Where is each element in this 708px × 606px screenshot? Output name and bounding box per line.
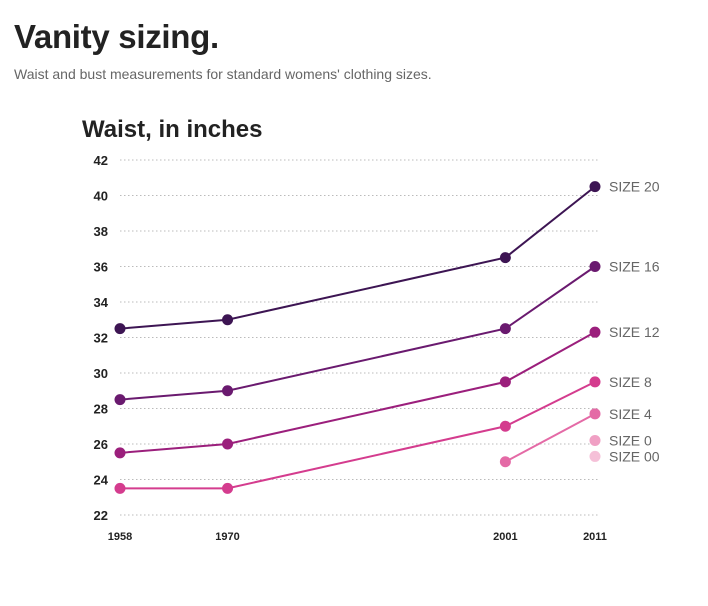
- page-subtitle: Waist and bust measurements for standard…: [14, 66, 432, 82]
- series-size-8: [114, 376, 601, 494]
- data-point: [114, 482, 126, 494]
- series-label: SIZE 20: [609, 179, 660, 195]
- y-tick-label: 40: [94, 189, 108, 204]
- data-point: [114, 323, 126, 335]
- series-line: [120, 380, 596, 490]
- y-tick-label: 22: [94, 508, 108, 523]
- grid: [120, 159, 598, 516]
- series-size-20: [114, 181, 601, 335]
- data-point: [222, 314, 234, 326]
- series-size-12: [114, 326, 601, 459]
- y-tick-label: 42: [94, 153, 108, 168]
- y-tick-label: 38: [94, 224, 108, 239]
- data-point: [589, 261, 601, 272]
- y-tick-label: 30: [94, 366, 108, 381]
- series-line: [504, 412, 596, 463]
- series-label: SIZE 4: [609, 406, 652, 422]
- y-tick-label: 24: [94, 473, 109, 488]
- series-size-4: [499, 408, 601, 468]
- series-line: [119, 331, 596, 454]
- data-point: [589, 326, 601, 338]
- series-label: SIZE 00: [609, 448, 660, 464]
- data-point: [589, 181, 601, 193]
- series-line: [119, 265, 596, 401]
- series-labels: SIZE 20 SIZE 16 SIZE 12 SIZE 8 SIZE 4 SIZE 0S…: [609, 179, 660, 465]
- y-tick-label: 32: [94, 331, 108, 346]
- y-tick-label: 26: [94, 437, 108, 452]
- data-point: [222, 385, 234, 397]
- x-tick-label: 2011: [583, 531, 607, 543]
- page-title: Vanity sizing.: [14, 18, 219, 55]
- data-point: [499, 456, 511, 468]
- data-point: [114, 447, 126, 459]
- data-point: [499, 420, 511, 432]
- data-point: [499, 376, 511, 388]
- y-tick-label: 34: [94, 295, 109, 310]
- y-tick-label: 36: [94, 260, 108, 275]
- series-size-00: [589, 450, 601, 462]
- series-size-0: [589, 434, 601, 446]
- x-axis: 1958 1970 2001 2011: [108, 531, 607, 543]
- series-label: SIZE 12: [609, 324, 660, 340]
- data-point: [222, 438, 234, 450]
- series-label: SIZE 16: [609, 259, 660, 275]
- y-tick-label: 28: [94, 402, 108, 417]
- data-point: [222, 482, 234, 494]
- data-point: [114, 394, 126, 406]
- series-size-16: [114, 261, 601, 406]
- series-label: SIZE 8: [609, 374, 652, 390]
- chart-title: Waist, in inches: [82, 116, 262, 143]
- x-tick-label: 2001: [493, 531, 517, 543]
- data-point: [499, 323, 511, 335]
- series-label: SIZE 0: [609, 432, 652, 448]
- x-tick-label: 1970: [215, 531, 239, 543]
- x-tick-label: 1958: [108, 531, 132, 543]
- data-point: [589, 450, 601, 462]
- data-point: [589, 408, 601, 420]
- data-point: [499, 252, 511, 264]
- data-point: [589, 434, 601, 446]
- series-line: [119, 185, 596, 330]
- data-point: [589, 376, 601, 388]
- y-axis: 22 24 26 28 30 32 34 36 38 40 42: [94, 153, 109, 523]
- series-group: [114, 181, 601, 494]
